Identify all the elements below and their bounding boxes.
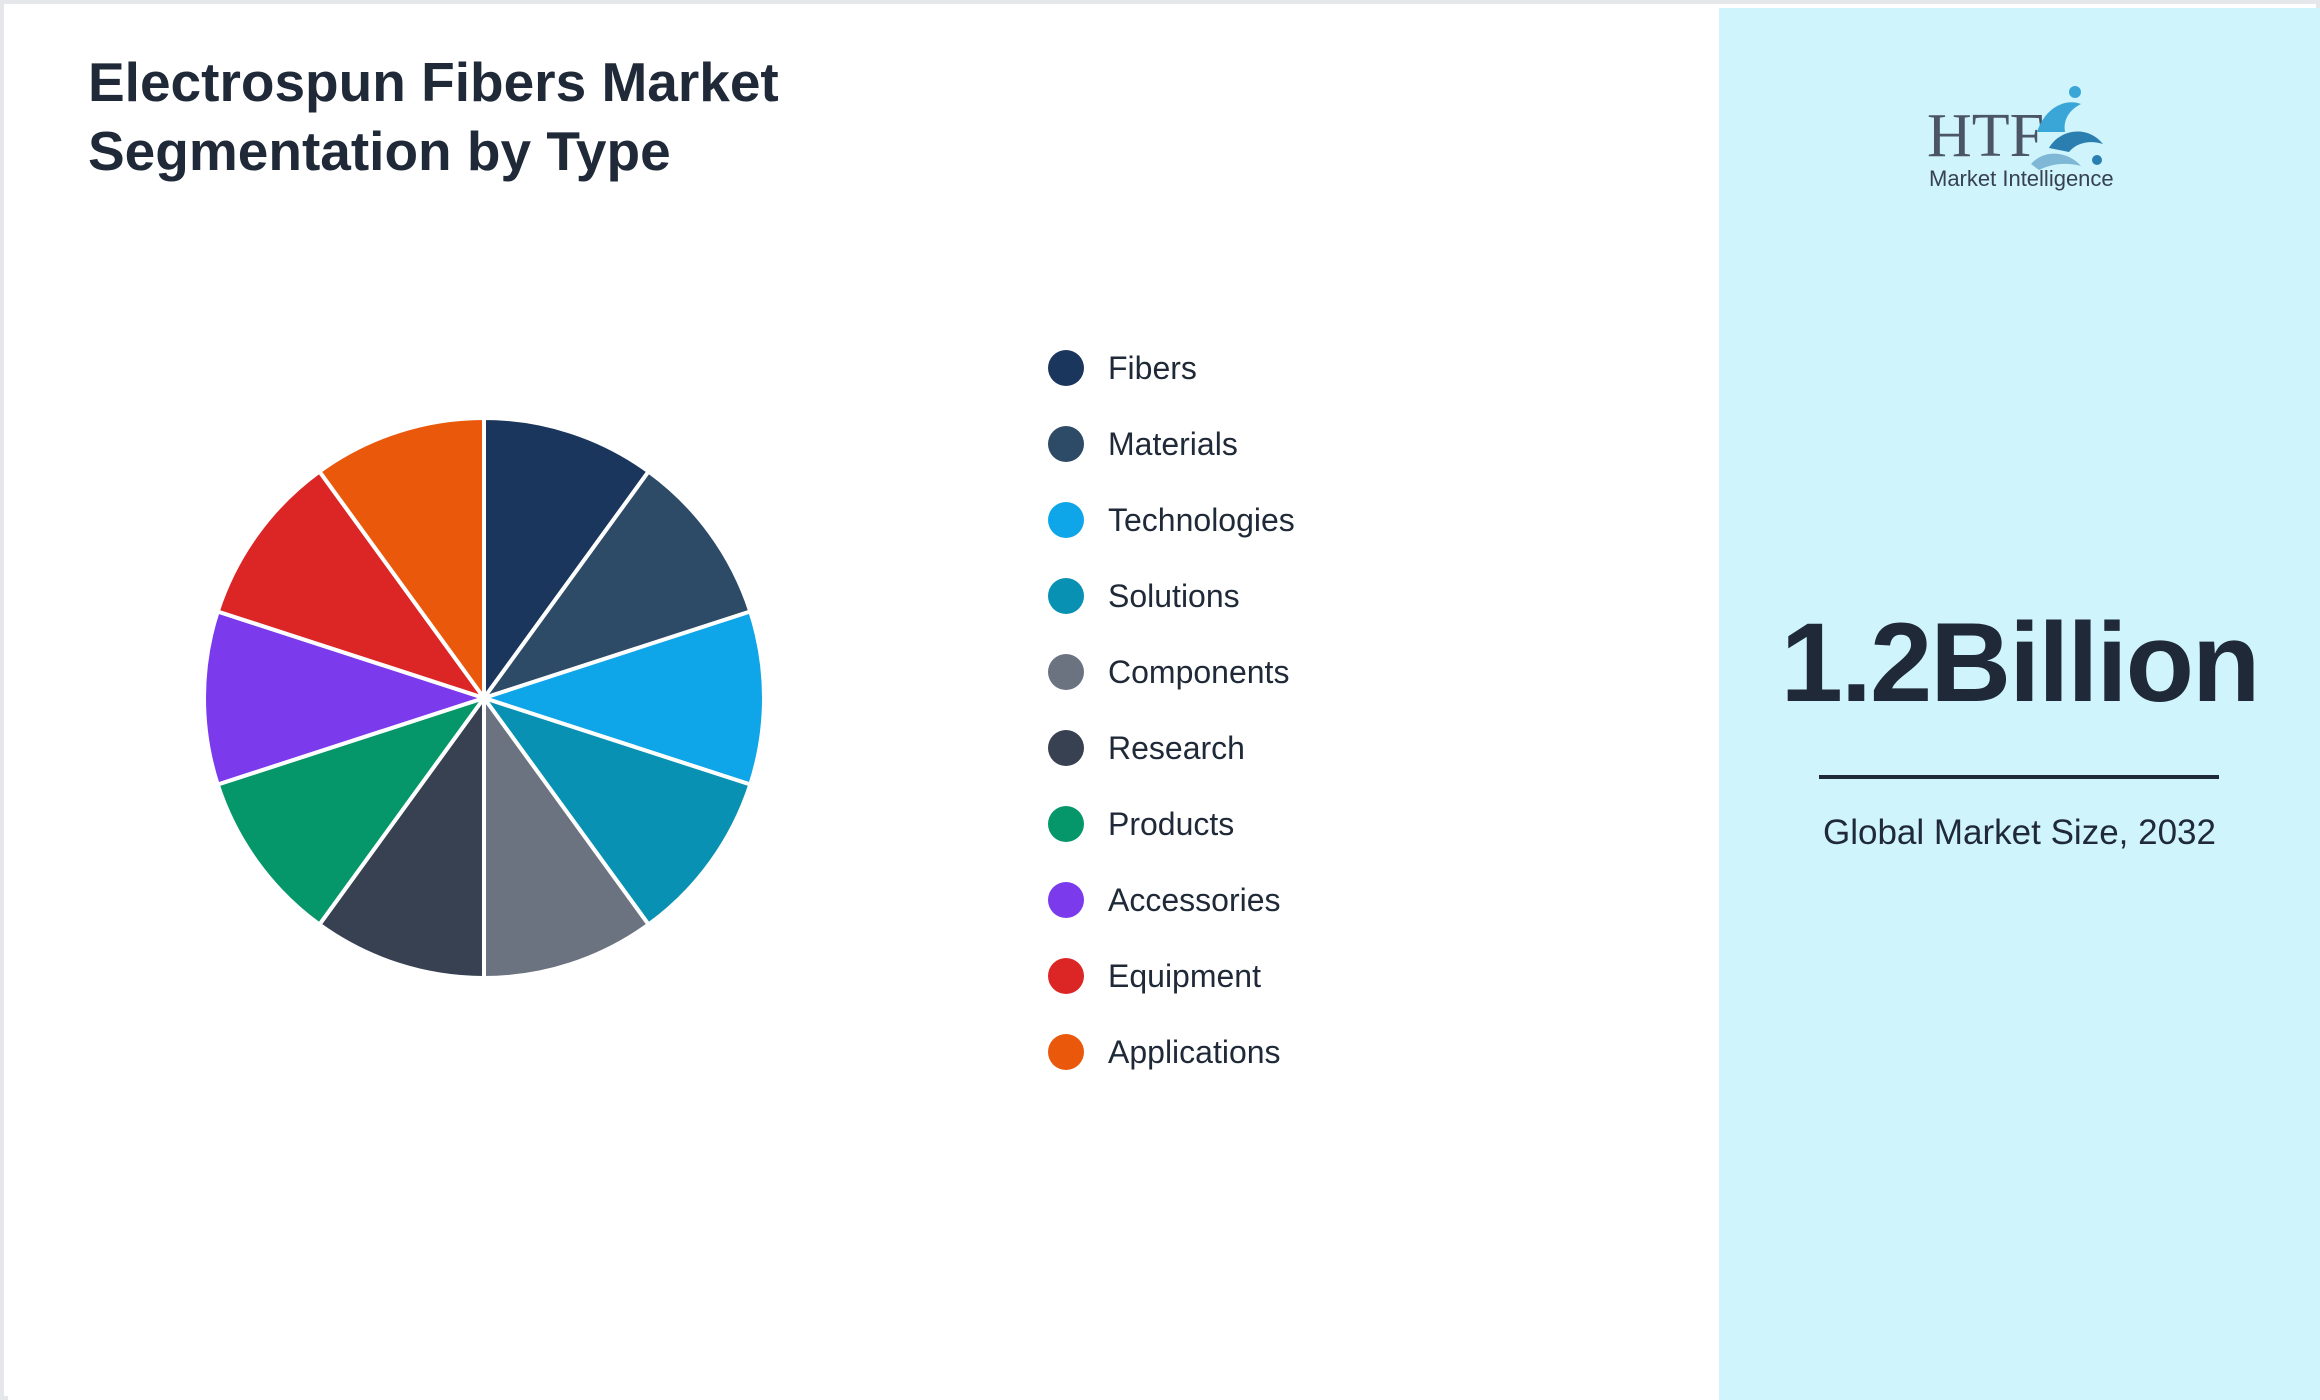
legend-item-components: Components	[1048, 634, 1608, 710]
pie-slice-equipment	[215, 468, 490, 702]
legend-item-products: Products	[1048, 786, 1608, 862]
legend-label: Equipment	[1108, 957, 1261, 994]
market-size-value: 1.2Billion	[1780, 600, 2261, 725]
pie-slice-products	[215, 694, 490, 928]
pie-slice-components	[482, 691, 652, 981]
legend-label: Materials	[1108, 425, 1238, 462]
pie-slice-solutions	[478, 694, 753, 928]
legend-swatch	[1048, 350, 1084, 386]
pie-slice-accessories	[202, 608, 491, 788]
chart-title: Electrospun Fibers Market Segmentation b…	[88, 51, 779, 182]
pie-slices	[202, 415, 766, 981]
legend-item-solutions: Solutions	[1048, 558, 1608, 634]
legend-label: Components	[1108, 653, 1290, 690]
legend-item-accessories: Accessories	[1048, 862, 1608, 938]
legend-swatch	[1048, 426, 1084, 462]
svg-text:Market Intelligence: Market Intelligence	[1929, 166, 2114, 191]
legend-swatch	[1048, 882, 1084, 918]
pie-slice-technologies	[477, 608, 766, 788]
legend-item-applications: Applications	[1048, 1014, 1608, 1090]
pie-slice-fibers	[482, 415, 652, 705]
legend-label: Technologies	[1108, 501, 1295, 538]
svg-text:HTF: HTF	[1927, 102, 2044, 170]
legend-item-research: Research	[1048, 710, 1608, 786]
market-size-caption: Global Market Size, 2032	[1823, 813, 2216, 852]
pie-slice-materials	[478, 468, 753, 702]
legend-swatch	[1048, 1034, 1084, 1070]
legend-item-technologies: Technologies	[1048, 482, 1608, 558]
chart-panel: Electrospun Fibers Market Segmentation b…	[8, 8, 1719, 1400]
pie-slice-research	[316, 691, 486, 981]
legend-swatch	[1048, 806, 1084, 842]
legend-swatch	[1048, 578, 1084, 614]
pie-slice-applications	[316, 415, 486, 705]
legend-label: Accessories	[1108, 881, 1281, 918]
summary-panel: HTF Market Intelligence 1.2Billion Globa…	[1719, 8, 2320, 1400]
htf-logo: HTF Market Intelligence	[1927, 86, 2114, 191]
legend: Fibers Materials Technologies Solutions Comp…	[1048, 330, 1608, 1090]
legend-label: Solutions	[1108, 577, 1240, 614]
legend-label: Fibers	[1108, 349, 1197, 386]
legend-swatch	[1048, 654, 1084, 690]
legend-item-materials: Materials	[1048, 406, 1608, 482]
legend-item-equipment: Equipment	[1048, 938, 1608, 1014]
legend-label: Applications	[1108, 1033, 1281, 1070]
divider	[1819, 775, 2219, 779]
legend-swatch	[1048, 502, 1084, 538]
legend-item-fibers: Fibers	[1048, 330, 1608, 406]
legend-swatch	[1048, 730, 1084, 766]
legend-label: Research	[1108, 729, 1245, 766]
pie-chart	[202, 415, 766, 981]
legend-swatch	[1048, 958, 1084, 994]
legend-label: Products	[1108, 805, 1235, 842]
